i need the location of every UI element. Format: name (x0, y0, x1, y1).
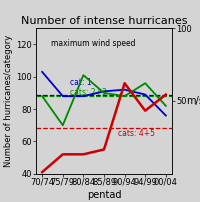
Text: cats: 4+5: cats: 4+5 (118, 129, 155, 138)
X-axis label: pentad: pentad (87, 190, 121, 200)
Title: Number of intense hurricanes: Number of intense hurricanes (21, 16, 187, 26)
Text: cat: 1: cat: 1 (70, 78, 92, 87)
Y-axis label: m/s: m/s (186, 96, 200, 106)
Y-axis label: Number of hurricanes/category: Number of hurricanes/category (4, 35, 13, 167)
Text: maximum wind speed: maximum wind speed (51, 39, 135, 48)
Text: cats: 2+3: cats: 2+3 (70, 88, 107, 97)
